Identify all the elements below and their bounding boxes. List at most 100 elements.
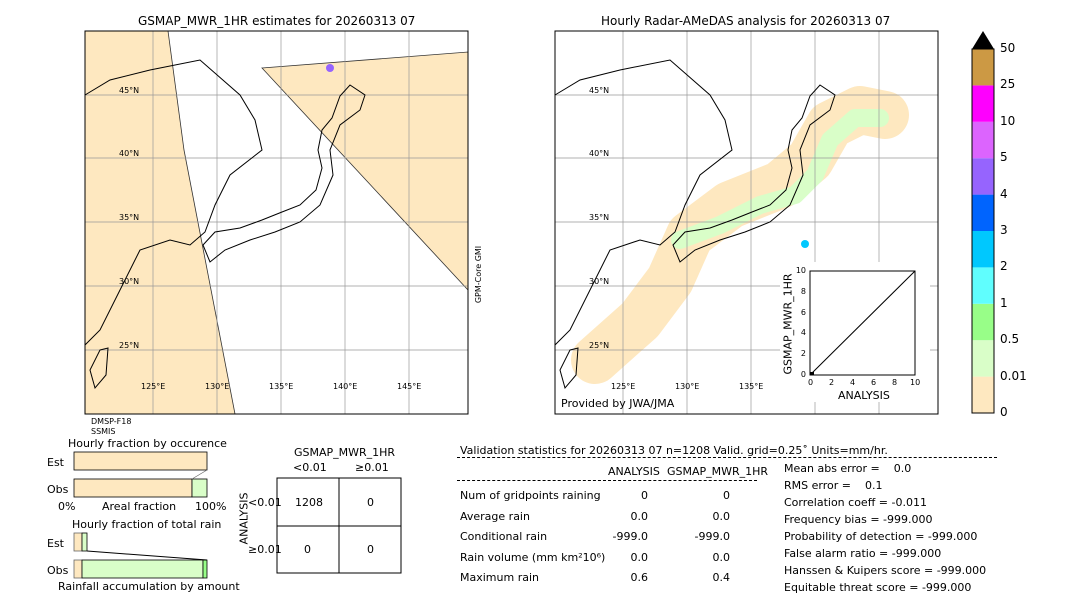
colorbar-label: 1 (1000, 295, 1008, 310)
total-rain-title: Hourly fraction of total rain (72, 518, 222, 531)
stats-b: -999.0 (694, 530, 730, 543)
contingency-col1: <0.01 (293, 461, 327, 474)
total-est-label: Est (47, 537, 64, 550)
score-item: Hanssen & Kuipers score = -999.000 (784, 564, 987, 577)
contingency-cell: 0 (367, 543, 374, 556)
stats-col-analysis: ANALYSIS (608, 465, 660, 478)
lat-label: 30°N (119, 277, 140, 286)
colorbar-extend-arrow (972, 31, 994, 49)
analysis-spot (801, 240, 809, 248)
lat-label: 30°N (589, 277, 610, 286)
lat-label: 40°N (119, 149, 140, 158)
scatter-xlabel: ANALYSIS (838, 389, 890, 402)
colorbar-label: 50 (1000, 41, 1016, 55)
lon-label: 135°E (739, 382, 764, 391)
satellite-label-dmsp: DMSP-F18 (91, 417, 132, 426)
occurrence-xlabel: Areal fraction (102, 500, 177, 513)
data-credit: Provided by JWA/JMA (561, 397, 675, 410)
stats-a: -999.0 (612, 530, 648, 543)
total-obs-bar-heavy (202, 559, 208, 579)
colorbar-segment (972, 267, 994, 304)
occurrence-x1: 100% (195, 500, 227, 513)
total-obs-bar-rain (81, 559, 204, 579)
scatter-point (810, 372, 814, 375)
score-item: Equitable threat score = -999.000 (784, 581, 972, 594)
colorbar-segment (972, 85, 994, 122)
scatter-xtick: 8 (892, 378, 898, 387)
contingency-grid (276, 477, 402, 574)
lon-label: 130°E (675, 382, 700, 391)
colorbar-label: 4 (1000, 186, 1008, 201)
coastline-taiwan (89, 347, 109, 390)
occurrence-obs-label: Obs (47, 483, 69, 496)
occurrence-obs-rain-bar (191, 478, 208, 498)
stats-b: 0.4 (712, 571, 731, 584)
colorbar-label: 25 (1000, 77, 1016, 92)
colorbar-label: 0.5 (1000, 332, 1020, 347)
coastline-taiwan-right (559, 347, 579, 390)
occurrence-obs-bar (73, 478, 193, 498)
stats-b: 0 (723, 489, 730, 502)
stats-label: Conditional rain (460, 530, 548, 543)
scatter-diagonal (809, 270, 916, 376)
lon-label: 130°E (205, 382, 230, 391)
colorbar-label: 3 (1000, 223, 1008, 237)
divider (457, 480, 757, 481)
colorbar-label: 10 (1000, 113, 1016, 128)
colorbar-segment (972, 376, 994, 413)
satellite-label-ssmis: SSMIS (91, 427, 116, 436)
coastline-asia-right (554, 59, 733, 346)
lon-label: 125°E (611, 382, 636, 391)
colorbar-segment (972, 194, 994, 231)
total-obs-label: Obs (47, 564, 69, 577)
coastline-asia (84, 59, 263, 346)
colorbar-segment (972, 340, 994, 377)
stats-b: 0.0 (712, 509, 731, 523)
divider (457, 457, 997, 458)
scatter-ylabel: GSMAP_MWR_1HR (781, 273, 795, 375)
stats-label: Average rain (460, 509, 530, 523)
stats-col-gsmap: GSMAP_MWR_1HR (667, 465, 769, 478)
rain-spot (326, 64, 334, 72)
satellite-label-gpm: GPM-Core GMI (474, 246, 483, 303)
lat-label: 25°N (589, 341, 610, 350)
total-est-bar-rain (81, 532, 88, 552)
colorbar-segment (972, 121, 994, 159)
score-item: Mean abs error = 0.0 (784, 462, 912, 475)
total-obs-bar-dry (73, 559, 83, 579)
colorbar-segment (972, 49, 994, 86)
score-item: Correlation coeff = -0.011 (784, 496, 927, 509)
stats-header: Validation statistics for 20260313 07 n=… (460, 444, 888, 457)
scatter-xtick: 2 (829, 378, 835, 387)
contingency-title: GSMAP_MWR_1HR (294, 446, 396, 459)
gmi: GMI (474, 245, 484, 262)
colorbar-label: 5 (1000, 150, 1008, 165)
right-map-title: Hourly Radar-AMeDAS analysis for 2026031… (601, 14, 891, 28)
lon-label: 125°E (141, 382, 166, 391)
contingency-cell: 0 (367, 496, 374, 509)
lat-label: 45°N (119, 86, 140, 95)
colorbar-label: 0 (1000, 405, 1008, 419)
contingency-cell: 1208 (295, 496, 323, 509)
stats-label: Maximum rain (460, 571, 539, 584)
stats-a: 0.0 (630, 550, 649, 564)
lat-label: 40°N (589, 149, 610, 158)
total-rain-xlabel: Rainfall accumulation by amount (58, 580, 240, 593)
stats-b: 0.0 (712, 550, 731, 564)
left-map (84, 30, 469, 415)
colorbar-label: 2 (1000, 259, 1008, 274)
colorbar-segment (972, 158, 994, 195)
score-item: RMS error = 0.1 (784, 479, 883, 492)
colorbar-segment (972, 303, 994, 341)
occurrence-est-label: Est (47, 456, 64, 469)
colorbar-label: 0.01 (1000, 368, 1027, 383)
right-map (554, 30, 939, 415)
lat-label: 25°N (119, 341, 140, 350)
contingency-row2: ≥0.01 (248, 543, 282, 556)
lat-label: 45°N (589, 86, 610, 95)
lon-label: 145°E (397, 382, 422, 391)
left-map-title: GSMAP_MWR_1HR estimates for 20260313 07 (138, 14, 416, 28)
gpm-core: GPM-Core (474, 263, 484, 304)
contingency-col2: ≥0.01 (355, 461, 389, 474)
